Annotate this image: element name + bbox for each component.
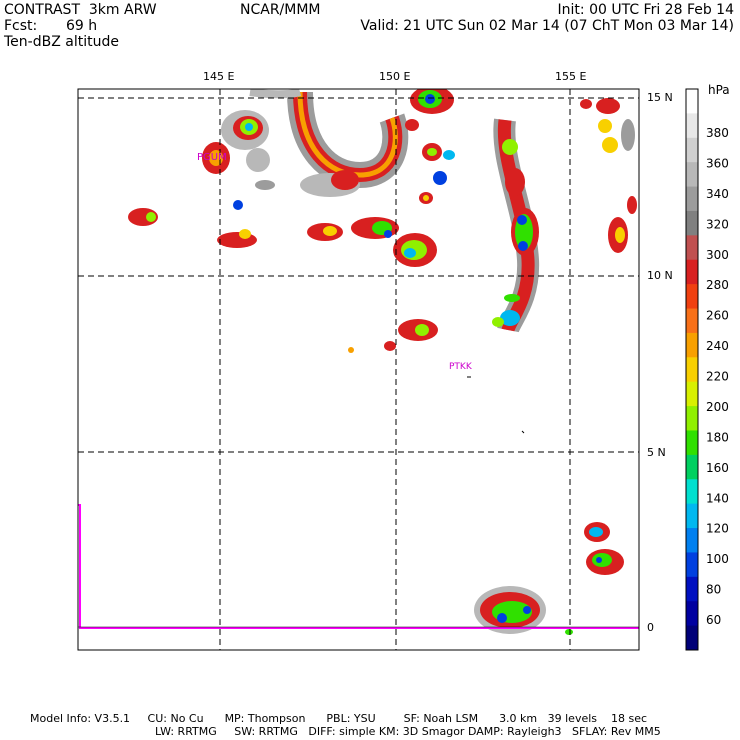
echo-arc-north <box>249 89 409 189</box>
echo-peak-central-b <box>384 230 392 238</box>
echo-core-central-a <box>323 226 337 236</box>
echo-cluster-north-central <box>405 89 455 204</box>
echo-core-south-a <box>415 324 429 336</box>
echo-core-sw-guam <box>239 229 251 239</box>
model-title: CONTRAST 3km ARW <box>4 2 157 18</box>
echo-cell-se-c <box>565 629 573 635</box>
footer-model-info: Model Info: V3.5.1 CU: No Cu MP: Thompso… <box>30 712 648 725</box>
valid-time: Valid: 21 UTC Sun 02 Mar 14 (07 ChT Mon … <box>360 18 734 34</box>
lon-label-155: 155 E <box>555 70 587 83</box>
station-label-ptkk: PTKK <box>449 362 473 372</box>
lat-label-equator: 0 <box>647 621 654 634</box>
echo-peak-se-b <box>596 557 602 563</box>
map-frame <box>77 88 640 651</box>
station-label-pgum: PGUM <box>197 152 227 163</box>
colorbar-units: hPa <box>708 83 730 97</box>
footer-physics-info: LW: RRTMG SW: RRTMG DIFF: simple KM: 3D … <box>155 725 661 738</box>
lat-lon-grid <box>78 89 639 650</box>
lat-label-10n: 10 N <box>647 269 673 282</box>
org-label: NCAR/MMM <box>240 2 321 18</box>
init-time: Init: 00 UTC Fri 28 Feb 14 <box>557 2 734 18</box>
echo-core-west <box>146 212 156 222</box>
echo-peak-central-c <box>404 248 416 258</box>
echo-core-se-a <box>589 527 603 537</box>
echo-cell-south-b <box>384 341 396 351</box>
radar-echo-field <box>128 89 637 635</box>
domain-boundary-line <box>78 504 639 629</box>
island-mark-east <box>521 430 525 434</box>
lat-label-5n: 5 N <box>647 446 666 459</box>
lon-label-150: 150 E <box>379 70 411 83</box>
field-name: Ten-dBZ altitude <box>4 34 119 50</box>
lon-label-145: 145 E <box>203 70 235 83</box>
echo-cell-sw-guam <box>217 232 257 248</box>
echo-band-red <box>331 170 359 190</box>
lat-label-15n: 15 N <box>647 91 673 104</box>
echo-peak-equator-b <box>523 606 531 614</box>
echo-cell-south-c <box>348 347 354 353</box>
echo-cluster-guam <box>202 110 275 210</box>
forecast-hours: 69 h <box>66 18 98 34</box>
echo-cluster-northeast <box>580 98 637 253</box>
echo-band-east <box>492 118 540 334</box>
echo-peak-equator-a <box>497 613 507 623</box>
forecast-label: Fcst: <box>4 18 38 34</box>
